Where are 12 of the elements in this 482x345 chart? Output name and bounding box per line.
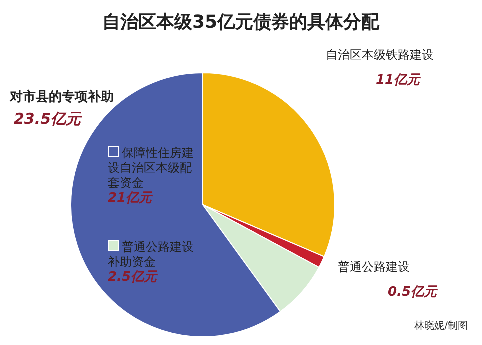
data-label: 0.5亿元 [388,285,439,300]
data-label: 2.5亿元 [108,270,159,285]
chart-title: 自治区本级35亿元债券的具体分配 [101,11,381,34]
text: 对市县的专项补助 [10,88,114,106]
slice-label: 普通公路建设 [338,260,410,274]
legend-label: 普通公路建设补助资金 [108,240,194,269]
legend-label: 保障性住房建设自治区本级配套资金 [108,146,194,190]
text: 林晓妮/制图 [414,320,468,333]
data-label: 21亿元 [108,191,154,206]
slice-label: 自治区本级铁路建设 [326,48,434,62]
data-label: 11亿元 [376,73,422,88]
text: 23.5亿元 [14,110,82,129]
